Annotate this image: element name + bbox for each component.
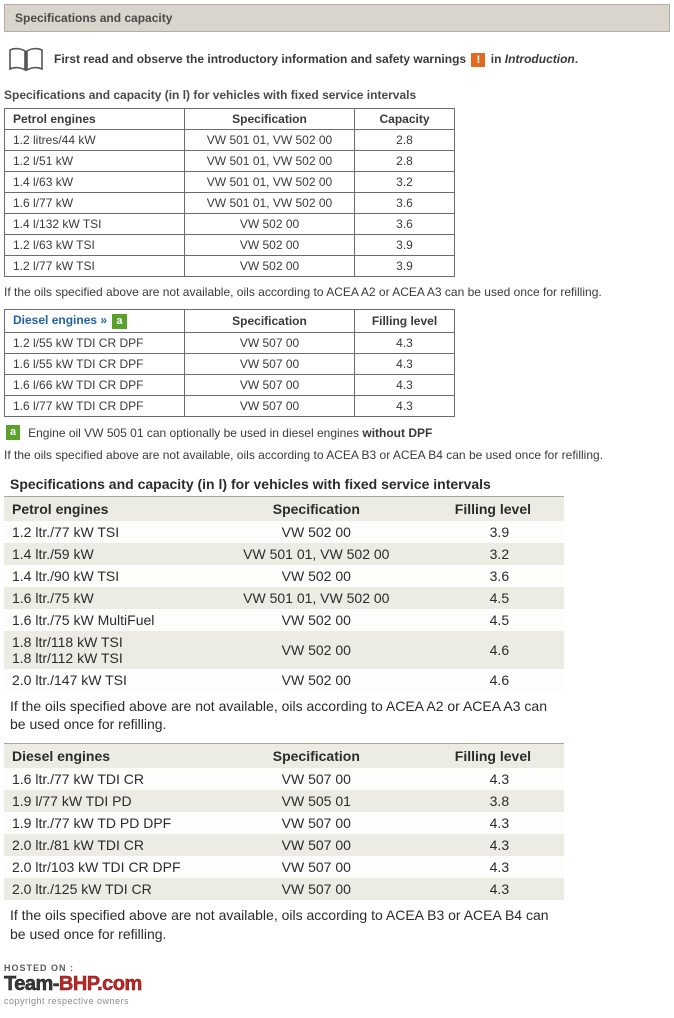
table-header: Specification <box>185 109 355 130</box>
footnote-bold: without DPF <box>362 426 432 440</box>
table-row: 1.8 ltr/118 kW TSI1.8 ltr/112 kW TSIVW 5… <box>4 631 564 669</box>
img-note-diesel: If the oils specified above are not avai… <box>4 900 564 952</box>
table-header: Diesel engines <box>4 744 198 769</box>
table-row: 1.6 l/77 kWVW 501 01, VW 502 003.6 <box>5 193 455 214</box>
petrol-table-2: Petrol enginesSpecificationFilling level… <box>4 496 564 691</box>
table-row: 1.6 ltr./77 kW TDI CRVW 507 004.3 <box>4 768 564 790</box>
hosted-on: HOSTED ON : Team-BHP.com copyright respe… <box>4 963 670 1006</box>
note-acea-a: If the oils specified above are not avai… <box>4 285 670 299</box>
table-row: 1.4 l/132 kW TSIVW 502 003.6 <box>5 214 455 235</box>
table-row: 1.4 l/63 kWVW 501 01, VW 502 003.2 <box>5 172 455 193</box>
brand-dark: Team- <box>4 973 59 995</box>
table-header: Diesel engines » a <box>5 310 185 333</box>
table-header: Petrol engines <box>4 497 198 522</box>
petrol-table-1: Petrol enginesSpecificationCapacity1.2 l… <box>4 108 455 277</box>
table-row: 2.0 ltr/103 kW TDI CR DPFVW 507 004.3 <box>4 856 564 878</box>
warning-icon: ! <box>471 53 485 67</box>
intro-post: . <box>575 52 578 66</box>
table-row: 1.4 ltr./59 kWVW 501 01, VW 502 003.2 <box>4 543 564 565</box>
diesel-table-1: Diesel engines » aSpecificationFilling l… <box>4 309 455 417</box>
table-row: 1.6 ltr./75 kWVW 501 01, VW 502 004.5 <box>4 587 564 609</box>
table-row: 1.9 l/77 kW TDI PDVW 505 013.8 <box>4 790 564 812</box>
intro-mid: in <box>487 52 504 66</box>
table-header: Specification <box>185 310 355 333</box>
table-row: 1.9 ltr./77 kW TD PD DPFVW 507 004.3 <box>4 812 564 834</box>
footnote-text: Engine oil VW 505 01 can optionally be u… <box>28 426 432 440</box>
table-header: Specification <box>198 497 435 522</box>
table-row: 1.6 l/55 kW TDI CR DPFVW 507 004.3 <box>5 354 455 375</box>
table-row: 1.6 l/66 kW TDI CR DPFVW 507 004.3 <box>5 375 455 396</box>
image-section: Specifications and capacity (in l) for v… <box>4 472 564 953</box>
table-header: Capacity <box>355 109 455 130</box>
table-header: Specification <box>198 744 435 769</box>
table-row: 2.0 ltr./81 kW TDI CRVW 507 004.3 <box>4 834 564 856</box>
footnote-a: a Engine oil VW 505 01 can optionally be… <box>4 425 670 440</box>
table-header: Petrol engines <box>5 109 185 130</box>
brand-dot: .com <box>97 973 142 995</box>
footnote-ref-badge: a <box>112 314 126 329</box>
hosted-label: HOSTED ON : <box>4 963 670 973</box>
page-title: Specifications and capacity <box>4 4 670 32</box>
table-header: Filling level <box>435 497 564 522</box>
diesel-table-2: Diesel enginesSpecificationFilling level… <box>4 743 564 900</box>
table-row: 1.2 l/63 kW TSIVW 502 003.9 <box>5 235 455 256</box>
brand-logo: Team-BHP.com <box>4 973 670 996</box>
table-header: Filling level <box>355 310 455 333</box>
table-row: 1.2 litres/44 kWVW 501 01, VW 502 002.8 <box>5 130 455 151</box>
diesel-engines-link[interactable]: Diesel engines <box>13 313 97 327</box>
img-title: Specifications and capacity (in l) for v… <box>4 472 564 496</box>
intro-text: First read and observe the introductory … <box>54 52 578 67</box>
book-icon <box>8 46 44 72</box>
section1-title: Specifications and capacity (in l) for v… <box>4 88 670 102</box>
table-row: 2.0 ltr./147 kW TSIVW 502 004.6 <box>4 669 564 691</box>
table-row: 1.6 ltr./75 kW MultiFuelVW 502 004.5 <box>4 609 564 631</box>
note-acea-b: If the oils specified above are not avai… <box>4 448 670 462</box>
table-row: 2.0 ltr./125 kW TDI CRVW 507 004.3 <box>4 878 564 900</box>
table-row: 1.4 ltr./90 kW TSIVW 502 003.6 <box>4 565 564 587</box>
table-row: 1.6 l/77 kW TDI CR DPFVW 507 004.3 <box>5 396 455 417</box>
brand-tag: copyright respective owners <box>4 996 670 1006</box>
table-row: 1.2 l/77 kW TSIVW 502 003.9 <box>5 256 455 277</box>
table-row: 1.2 ltr./77 kW TSIVW 502 003.9 <box>4 521 564 543</box>
intro-pre: First read and observe the introductory … <box>54 52 469 66</box>
intro-link[interactable]: Introduction <box>505 52 575 66</box>
footnote-badge: a <box>6 425 20 440</box>
table-row: 1.2 l/51 kWVW 501 01, VW 502 002.8 <box>5 151 455 172</box>
img-note-petrol: If the oils specified above are not avai… <box>4 691 564 743</box>
table-header: Filling level <box>435 744 564 769</box>
footnote-pre: Engine oil VW 505 01 can optionally be u… <box>28 426 362 440</box>
table-row: 1.2 l/55 kW TDI CR DPFVW 507 004.3 <box>5 333 455 354</box>
brand-red: BHP <box>59 973 97 995</box>
intro-row: First read and observe the introductory … <box>4 46 670 72</box>
